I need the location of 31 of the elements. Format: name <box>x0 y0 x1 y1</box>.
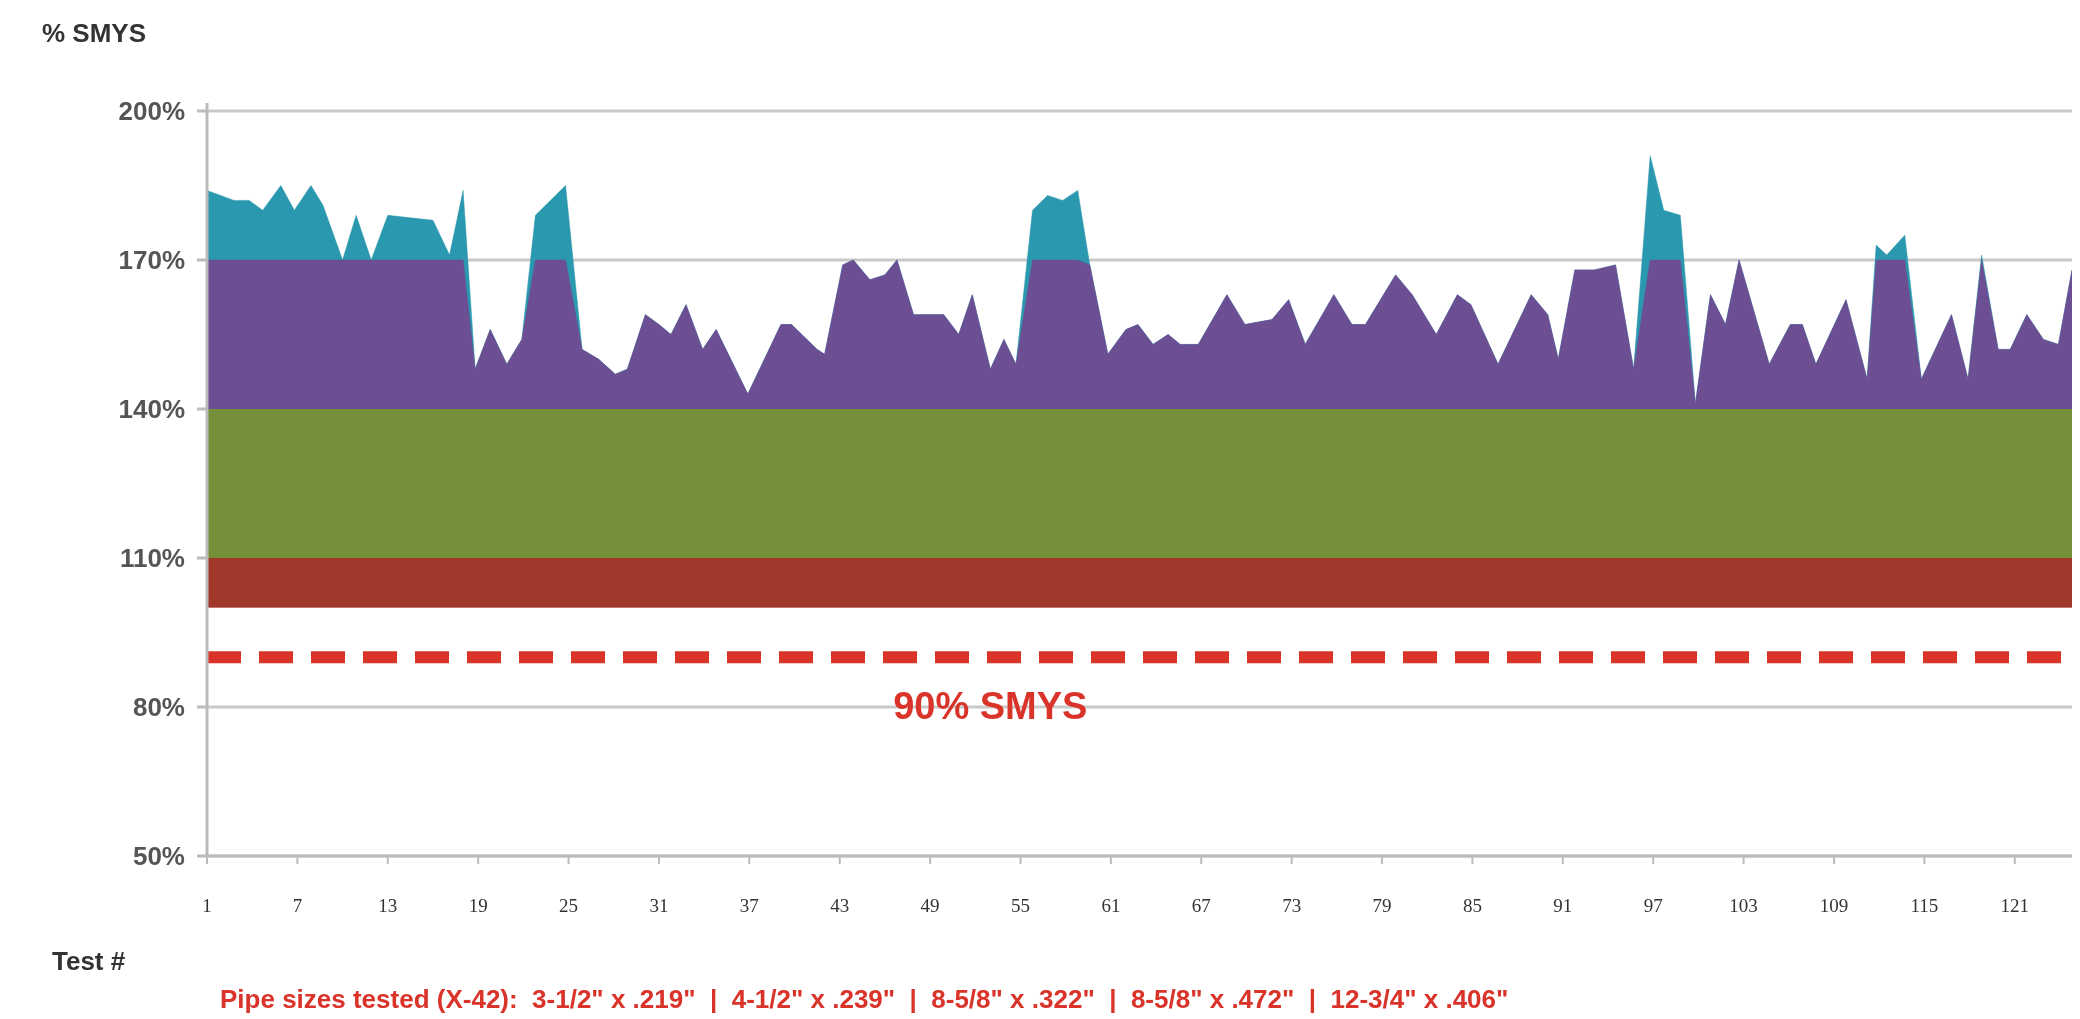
x-tick-label: 67 <box>1191 895 1211 916</box>
x-axis-title: Test # <box>52 946 126 976</box>
y-axis-title: % SMYS <box>42 18 147 48</box>
x-tick-label: 37 <box>739 895 759 916</box>
x-tick-label: 19 <box>468 895 488 916</box>
x-tick-label: 61 <box>1101 895 1121 916</box>
y-tick-label: 140% <box>118 394 185 424</box>
y-tick-label: 80% <box>132 692 185 722</box>
x-tick-label: 25 <box>559 895 579 916</box>
x-tick-label: 103 <box>1729 895 1758 916</box>
x-tick-label: 43 <box>830 895 850 916</box>
y-tick-label: 50% <box>132 841 185 871</box>
x-tick-label: 55 <box>1010 895 1030 916</box>
y-tick-label: 170% <box>118 245 185 275</box>
x-tick-label: 1 <box>202 895 212 916</box>
x-tick-label: 7 <box>292 895 303 916</box>
text: Pipe sizes tested (X-42): 3-1/2" x .219" | 4-1/2" x .239" | 8-5/8" x .322" | 8-5/8" x .472" | 12-3/4" x .406" <box>220 984 1509 1014</box>
x-tick-label: 49 <box>920 895 940 916</box>
x-tick-label: 97 <box>1643 895 1663 916</box>
x-tick-label: 31 <box>649 895 669 916</box>
x-tick-label: 121 <box>2000 895 2029 916</box>
x-tick-label: 91 <box>1553 895 1573 916</box>
x-tick-label: 115 <box>1910 895 1939 916</box>
x-tick-label: 109 <box>1819 895 1849 916</box>
y-tick-label: 200% <box>118 96 185 126</box>
x-tick-label: 85 <box>1462 895 1482 916</box>
x-tick-label: 73 <box>1282 895 1302 916</box>
x-tick-label: 13 <box>378 895 398 916</box>
y-tick-label: 110% <box>119 543 185 573</box>
x-tick-label: 79 <box>1372 895 1392 916</box>
ref-line-label: 90% SMYS <box>893 685 1088 728</box>
